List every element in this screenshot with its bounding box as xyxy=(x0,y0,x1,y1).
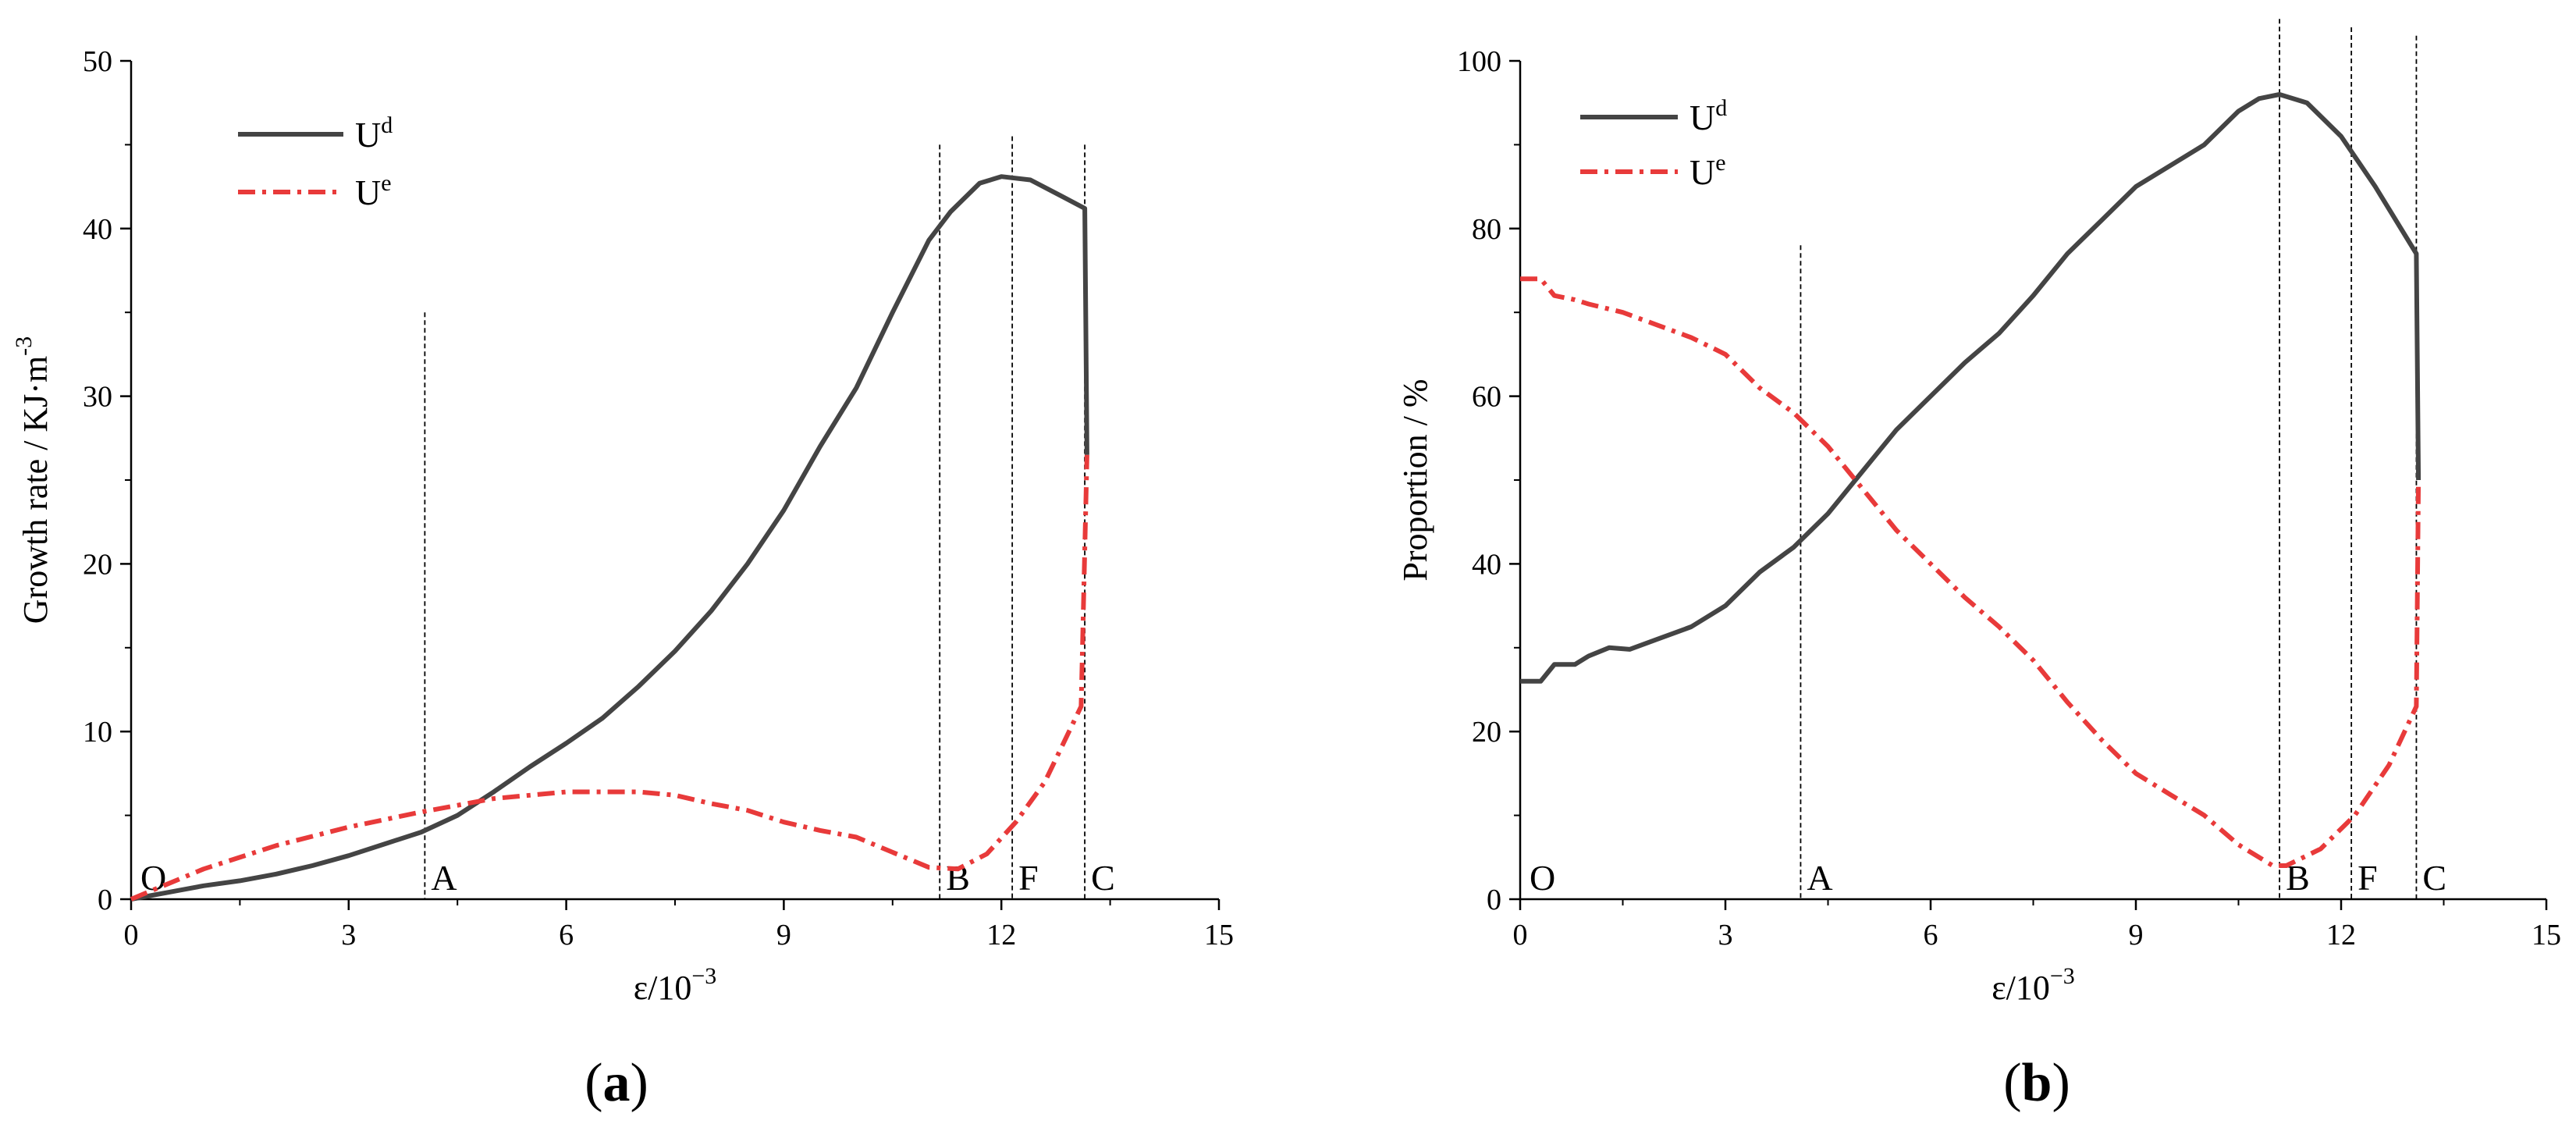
panel-a-legend-entry-Ud: Ud xyxy=(355,112,393,155)
panel-b-y-tick-label: 100 xyxy=(1457,45,1501,78)
panel-a-y-tick-label: 0 xyxy=(98,884,112,916)
panel-b-legend-name: U xyxy=(1690,152,1715,192)
panel-a-series-line-Ue xyxy=(130,454,1089,902)
panel-b-y-tick-label: 40 xyxy=(1472,548,1501,581)
panel-b-legend-sup: e xyxy=(1715,150,1725,176)
panel-a-stage-label-A: A xyxy=(431,858,457,898)
panel-b-x-tick-label: 0 xyxy=(1513,919,1528,951)
panel-a-y-tick-label: 30 xyxy=(83,381,112,414)
panel-a-x-tick-label: 12 xyxy=(986,919,1016,951)
panel-b-legend-name: U xyxy=(1690,98,1715,137)
panel-b-x-axis-title: ε/10−3 xyxy=(1992,963,2075,1007)
panel-a-y-tick-label: 50 xyxy=(83,45,112,78)
panel-b-series-line-Ud xyxy=(1520,92,2421,684)
panel-a-stage-label-F: F xyxy=(1018,858,1039,898)
panel-a-x-tick-label: 0 xyxy=(124,919,139,951)
panel-a-panel-label-open: ( xyxy=(584,1053,602,1113)
panel-b-legend-entry-Ud: Ud xyxy=(1690,95,1727,137)
panel-a-y-axis-title-sup: -3 xyxy=(11,336,37,356)
panel-b-panel-label-letter: b xyxy=(2022,1053,2052,1113)
panel-b-y-axis-title: Proportion / % xyxy=(1396,379,1434,581)
panel-a-stage-label-C: C xyxy=(1091,858,1115,898)
panel-b-y-axis-title-text: Proportion / % xyxy=(1396,379,1434,581)
panel-b-stage-label-F: F xyxy=(2357,858,2378,898)
panel-a-chart: 0 3 6 9 12 15 0 10 20 30 40 50 ε/10−3 Growth rate / K… xyxy=(11,45,1234,1113)
panel-a-x-tick-label: 3 xyxy=(341,919,356,951)
panel-a-x-tick-label: 6 xyxy=(559,919,574,951)
panel-a-legend-name: U xyxy=(355,173,381,212)
panel-a-y-tick-label: 40 xyxy=(83,213,112,246)
panel-b-x-tick-label: 12 xyxy=(2326,919,2356,951)
panel-a-legend-sup: e xyxy=(381,170,391,196)
panel-b-x-axis-title-sup: −3 xyxy=(2050,963,2075,989)
panel-a-x-axis-title: ε/10−3 xyxy=(634,963,717,1007)
panel-b-panel-label-open: ( xyxy=(2003,1053,2021,1113)
panel-a-x-tick-label: 9 xyxy=(776,919,791,951)
panel-b-legend-sup: d xyxy=(1715,95,1727,121)
panel-b-x-tick-label: 6 xyxy=(1924,919,1938,951)
panel-b-y-tick-label: 60 xyxy=(1472,381,1501,414)
panel-b-chart: 0 3 6 9 12 15 0 20 40 60 80 100 ε/10−3 Proportion / %… xyxy=(1396,19,2561,1113)
panel-a-stage-label-B: B xyxy=(946,858,970,898)
panel-a-panel-label-letter: a xyxy=(603,1053,631,1113)
panel-b-legend-entry-Ue: Ue xyxy=(1690,150,1726,192)
panel-b-x-tick-label: 9 xyxy=(2129,919,2144,951)
panel-b-stage-label-A: A xyxy=(1807,858,1832,898)
panel-a-y-tick-label: 20 xyxy=(83,548,112,581)
panel-b-x-axis-title-text: ε/10 xyxy=(1992,969,2050,1007)
panel-b-y-tick-label: 0 xyxy=(1487,884,1501,916)
panel-a-panel-label-close: ) xyxy=(631,1053,648,1113)
panel-a-legend-sup: d xyxy=(381,112,393,138)
panel-b-y-tick-label: 80 xyxy=(1472,213,1501,246)
panel-b-x-tick-label: 3 xyxy=(1718,919,1733,951)
panel-a-series-line-Ud xyxy=(130,174,1089,902)
panel-a-y-axis-title-text: Growth rate / KJ·m xyxy=(16,356,55,624)
panel-b-panel-label: (b) xyxy=(2003,1053,2070,1113)
panel-a-legend-entry-Ue: Ue xyxy=(355,170,392,212)
panel-a-x-tick-label: 15 xyxy=(1204,919,1234,951)
panel-b-origin-label: O xyxy=(1530,858,1555,898)
panel-b-panel-label-close: ) xyxy=(2052,1053,2070,1113)
panel-a-x-axis-title-text: ε/10 xyxy=(634,969,692,1007)
panel-b-y-tick-label: 20 xyxy=(1472,716,1501,749)
panel-a-legend-name: U xyxy=(355,115,381,155)
panel-a-panel-label: (a) xyxy=(584,1053,648,1113)
panel-b-series-line-Ue xyxy=(1520,276,2421,868)
panel-a-y-tick-label: 10 xyxy=(83,716,112,749)
panel-a-y-axis-title: Growth rate / KJ·m-3 xyxy=(11,336,55,624)
panel-b-stage-label-C: C xyxy=(2422,858,2446,898)
panel-b-x-tick-label: 15 xyxy=(2532,919,2561,951)
panel-a-x-axis-title-sup: −3 xyxy=(691,963,716,989)
